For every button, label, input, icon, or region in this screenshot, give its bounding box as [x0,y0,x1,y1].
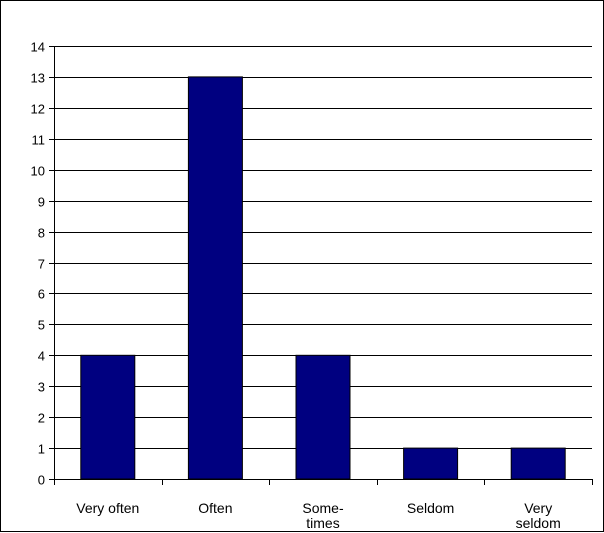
x-tick-label: Very often [76,500,139,516]
y-tick-label: 8 [38,226,45,241]
y-tick-label: 2 [38,411,45,426]
y-tick-label: 9 [38,195,45,210]
axes [49,46,593,485]
y-tick-label: 3 [38,380,45,395]
bar [295,354,351,480]
x-tick-label: Very seldom [516,500,561,531]
x-tick-label: Often [198,500,232,516]
y-tick-label: 7 [38,257,45,272]
y-tick-label: 4 [38,349,45,364]
y-tick-label: 10 [31,164,45,179]
bar [80,354,136,480]
x-tick-label: Some-times [302,500,344,531]
y-tick-label: 1 [38,442,45,457]
y-tick-label: 11 [32,133,46,148]
x-tick-label: Seldom [407,500,454,516]
gridlines [54,46,592,449]
y-tick-label: 6 [38,287,45,302]
bar [403,447,459,480]
y-tick-label: 13 [31,71,45,86]
x-tick-labels: Very often Often Some-times Seldom Very seldo… [76,500,560,531]
bars [80,76,566,480]
y-tick-label: 12 [31,102,45,117]
bar [510,447,566,480]
y-tick-label: 5 [38,318,45,333]
y-tick-label: 0 [38,473,45,488]
bar [187,76,243,480]
y-tick-label: 14 [31,40,45,55]
